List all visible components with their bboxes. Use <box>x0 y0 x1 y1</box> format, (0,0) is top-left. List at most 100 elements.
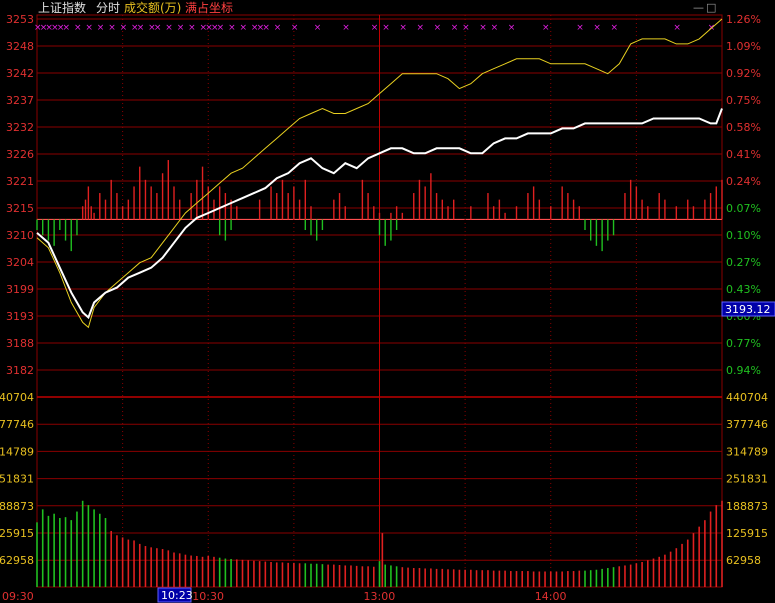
price-tick-left: 3232 <box>6 121 34 134</box>
event-marker: × <box>85 23 93 33</box>
event-marker: × <box>479 23 487 33</box>
time-tick: 10:30 <box>192 590 224 603</box>
time-tick: 09:30 <box>2 590 34 603</box>
event-marker: × <box>434 23 442 33</box>
pct-tick-right: 1.26% <box>726 13 761 26</box>
time-tick: 13:00 <box>364 590 396 603</box>
volume-tick-right: 440704 <box>726 391 768 404</box>
price-tick-left: 3204 <box>6 256 34 269</box>
event-marker: × <box>74 23 82 33</box>
event-marker: × <box>508 23 516 33</box>
volume-tick-right: 251831 <box>726 473 768 486</box>
event-marker: × <box>257 23 265 33</box>
crosshair-time-bg <box>157 587 192 603</box>
price-tick-left: 3215 <box>6 202 34 215</box>
crosshair-price-text: 3193.12 <box>725 303 771 316</box>
event-marker: × <box>342 23 350 33</box>
event-marker: × <box>673 23 681 33</box>
crosshair-price-tag: 3193.12 <box>721 301 775 317</box>
volume-tick-left: 314789 <box>0 445 34 458</box>
event-marker: × <box>416 23 424 33</box>
event-marker: × <box>314 23 322 33</box>
event-marker: × <box>291 23 299 33</box>
event-marker: × <box>51 23 59 33</box>
pct-tick-right: 0.43% <box>726 283 761 296</box>
price-tick-left: 3210 <box>6 229 34 242</box>
event-marker: × <box>131 23 139 33</box>
event-marker: × <box>97 23 105 33</box>
volume-tick-left: 62958 <box>0 554 34 567</box>
event-marker: × <box>240 23 248 33</box>
price-tick-left: 3242 <box>6 67 34 80</box>
pct-tick-right: 0.77% <box>726 337 761 350</box>
price-tick-left: 3199 <box>6 283 34 296</box>
event-marker: × <box>399 23 407 33</box>
price-tick-left: 3237 <box>6 94 34 107</box>
event-marker: × <box>108 23 116 33</box>
event-marker: × <box>228 23 236 33</box>
average-price-line <box>36 18 723 329</box>
pct-tick-right: 0.27% <box>726 256 761 269</box>
price-tick-left: 3221 <box>6 175 34 188</box>
index-name: 上证指数 <box>38 1 87 15</box>
event-marker: × <box>611 23 619 33</box>
pct-tick-right: 0.07% <box>726 202 761 215</box>
event-marker: × <box>188 23 196 33</box>
crosshair-time-text: 10:23 <box>161 589 193 602</box>
mode-label[interactable]: 分时 <box>96 1 121 15</box>
event-marker: × <box>57 23 65 33</box>
price-tick-left: 3188 <box>6 337 34 350</box>
event-marker: × <box>137 23 145 33</box>
volume-tick-left: 377746 <box>0 418 34 431</box>
volume-tick-right: 377746 <box>726 418 768 431</box>
price-tick-left: 3193 <box>6 310 34 323</box>
event-marker: × <box>382 23 390 33</box>
volume-tick-right: 314789 <box>726 445 768 458</box>
crosshair-time-tag: 10:23 <box>157 587 193 603</box>
volume-tick-right: 62958 <box>726 554 761 567</box>
event-marker: × <box>165 23 173 33</box>
event-marker: × <box>542 23 550 33</box>
price-line <box>36 108 723 320</box>
event-marker: × <box>251 23 259 33</box>
time-tick: 14:00 <box>535 590 567 603</box>
event-marker: × <box>491 23 499 33</box>
event-marker: × <box>120 23 128 33</box>
volume-tick-left: 188873 <box>0 500 34 513</box>
volume-tick-right: 188873 <box>726 500 768 513</box>
pct-tick-right: 0.75% <box>726 94 761 107</box>
pct-tick-right: 0.92% <box>726 67 761 80</box>
pct-tick-right: 0.10% <box>726 229 761 242</box>
volume-tick-right: 125915 <box>726 527 768 540</box>
pct-tick-right: 0.41% <box>726 148 761 161</box>
minimize-icon[interactable]: — <box>693 1 704 14</box>
event-marker: × <box>63 23 71 33</box>
price-tick-left: 3226 <box>6 148 34 161</box>
pct-tick-right: 1.09% <box>726 40 761 53</box>
event-marker: × <box>593 23 601 33</box>
volume-tick-left: 125915 <box>0 527 34 540</box>
event-marker: × <box>451 23 459 33</box>
event-marker: × <box>217 23 225 33</box>
event-marker: × <box>200 23 208 33</box>
price-tick-left: 3253 <box>6 13 34 26</box>
pct-tick-right: 0.94% <box>726 364 761 377</box>
event-marker: × <box>154 23 162 33</box>
volume-tick-left: 440704 <box>0 391 34 404</box>
event-marker: × <box>205 23 213 33</box>
event-marker: × <box>148 23 156 33</box>
pct-tick-right: 0.58% <box>726 121 761 134</box>
event-marker: × <box>40 23 48 33</box>
volume-label[interactable]: 成交额(万) <box>124 1 182 15</box>
event-marker: × <box>211 23 219 33</box>
event-marker: × <box>371 23 379 33</box>
maximize-icon[interactable]: □ <box>706 1 717 14</box>
price-tick-left: 3248 <box>6 40 34 53</box>
pct-tick-right: 0.24% <box>726 175 761 188</box>
event-marker: × <box>34 23 42 33</box>
axis-mode-label[interactable]: 满占坐标 <box>185 1 234 15</box>
event-marker: × <box>45 23 53 33</box>
volume-tick-left: 251831 <box>0 473 34 486</box>
event-marker: × <box>274 23 282 33</box>
